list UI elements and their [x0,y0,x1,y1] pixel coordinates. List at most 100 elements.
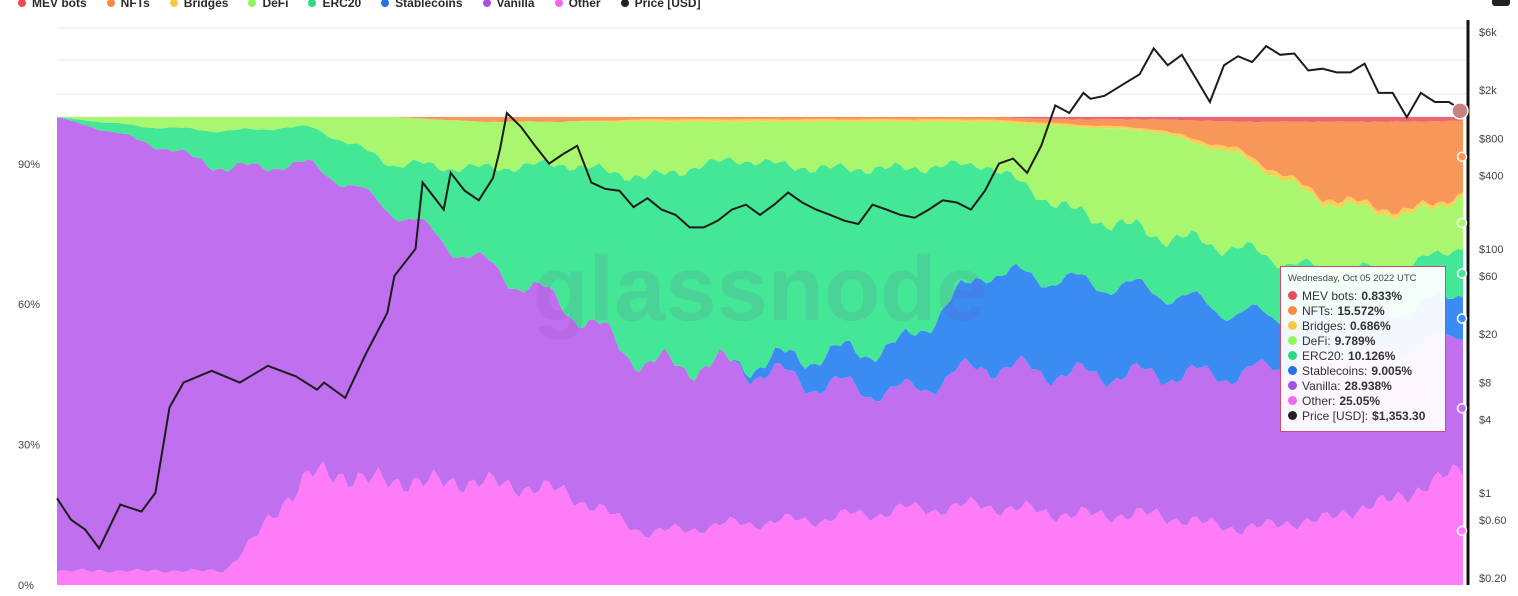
tooltip-value: 25.05% [1339,393,1381,408]
legend-label: ERC20 [322,0,362,10]
legend-item[interactable]: ERC20 [308,0,361,11]
right-tick-label: $0.20 [1479,573,1507,585]
legend-label: Other [568,0,601,10]
tooltip-dot [1288,411,1297,420]
marker-stablecoins [1456,313,1468,324]
legend-label: Vanilla [496,0,535,10]
legend-label: Price [USD] [634,0,701,10]
tooltip-label: Other: [1302,393,1336,408]
area-vanilla [57,117,1463,573]
legend-dot [169,0,178,7]
marker-other [1456,525,1468,537]
marker-nfts [1456,151,1468,162]
legend-dot [308,0,317,7]
tooltip-dot [1288,381,1297,390]
right-tick-label: $20 [1479,329,1497,341]
tooltip-dot [1288,336,1297,345]
tooltip-value: 0.686% [1350,318,1391,333]
legend-label: NFTs [120,0,150,10]
tooltip-row: Bridges: 0.686% [1288,318,1438,333]
left-tick-label: 60% [18,299,40,311]
tooltip-label: NFTs: [1302,303,1334,318]
right-tick-label: $0.60 [1479,515,1507,527]
tooltip-label: Price [USD]: [1302,408,1369,423]
left-tick-label: 0% [18,580,34,592]
legend-item[interactable]: MEV bots [18,0,87,11]
tooltip: Wednesday, Oct 05 2022 UTC MEV bots: 0.83… [1280,266,1446,432]
legend-label: DeFi [262,0,289,10]
tooltip-label: Vanilla: [1302,378,1341,393]
area-mev-bots [57,117,1463,123]
tooltip-row: Vanilla: 28.938% [1288,378,1438,393]
left-tick-label: 90% [18,159,40,171]
marker-erc20 [1456,268,1468,279]
chart-menu-icon[interactable] [1492,0,1510,6]
tooltip-value: 10.126% [1348,348,1396,363]
legend-label: MEV bots [32,0,87,10]
tooltip-date: Wednesday, Oct 05 2022 UTC [1288,273,1417,284]
marker-vanilla [1456,403,1468,414]
left-tick-label: 30% [18,440,40,452]
right-tick-label: $800 [1479,134,1503,146]
tooltip-dot [1288,321,1297,330]
legend-dot [620,0,629,7]
tooltip-row: ERC20: 10.126% [1288,348,1438,363]
legend-dot [106,0,115,7]
right-tick-label: $400 [1479,170,1503,182]
tooltip-dot [1288,396,1297,405]
area-series [57,117,1463,585]
right-tick-label: $6k [1479,27,1497,39]
legend-item[interactable]: Vanilla [482,0,535,11]
chart-legend: MEV bots NFTs Bridges DeFi ERC20 Stablecoins V… [18,0,701,11]
tooltip-label: DeFi: [1302,333,1331,348]
legend-label: Bridges [183,0,229,10]
right-tick-label: $8 [1479,378,1491,390]
marker-defi [1456,217,1468,229]
legend-dot [248,0,257,7]
tooltip-row: Price [USD]: $1,353.30 [1288,408,1438,423]
tooltip-label: ERC20: [1302,348,1345,363]
area-defi [57,117,1463,279]
tooltip-value: $1,353.30 [1372,408,1426,423]
legend-label: Stablecoins [395,0,463,10]
right-tick-label: $2k [1479,85,1497,97]
left-axis-ticks: 0% 30% 60% 90% [18,159,40,592]
area-stablecoins [57,117,1463,402]
right-tick-label: $4 [1479,414,1491,426]
tooltip-value: 15.572% [1337,303,1385,318]
tooltip-value: 0.833% [1361,288,1403,303]
right-tick-label: $60 [1479,271,1497,283]
price-line [56,44,1464,551]
tooltip-label: Stablecoins: [1302,363,1368,378]
area-erc20 [57,117,1463,381]
legend-dot [18,0,26,7]
price-marker [1451,102,1469,120]
legend-item[interactable]: Bridges [169,0,229,11]
tooltip-label: MEV bots: [1302,288,1358,303]
legend-item[interactable]: Other [554,0,601,11]
tooltip-dot [1288,366,1297,375]
area-nfts [57,117,1463,215]
tooltip-dot [1288,351,1297,360]
tooltip-row: NFTs: 15.572% [1288,303,1438,318]
legend-item[interactable]: DeFi [248,0,288,11]
watermark: glassnode [532,238,987,340]
tooltip-value: 28.938% [1344,378,1392,393]
right-tick-label: $100 [1479,244,1503,256]
legend-dot [381,0,390,7]
tooltip-value: 9.005% [1371,363,1413,378]
right-axis-ticks: $0.20 $0.60 $1 $4 $8 $20 $60 $100 $400 $800 $2k $6k [1479,27,1507,585]
tooltip-dot [1288,291,1297,300]
legend-item[interactable]: Stablecoins [381,0,463,11]
legend-item[interactable]: NFTs [106,0,150,11]
right-tick-label: $1 [1479,488,1491,500]
legend-item[interactable]: Price [USD] [620,0,701,11]
series-markers [1451,102,1469,537]
tooltip-dot [1288,306,1297,315]
area-other [57,460,1463,585]
legend-dot [482,0,491,7]
legend-dot [554,0,563,7]
tooltip-row: MEV bots: 0.833% [1288,288,1438,303]
tooltip-row: DeFi: 9.789% [1288,333,1438,348]
